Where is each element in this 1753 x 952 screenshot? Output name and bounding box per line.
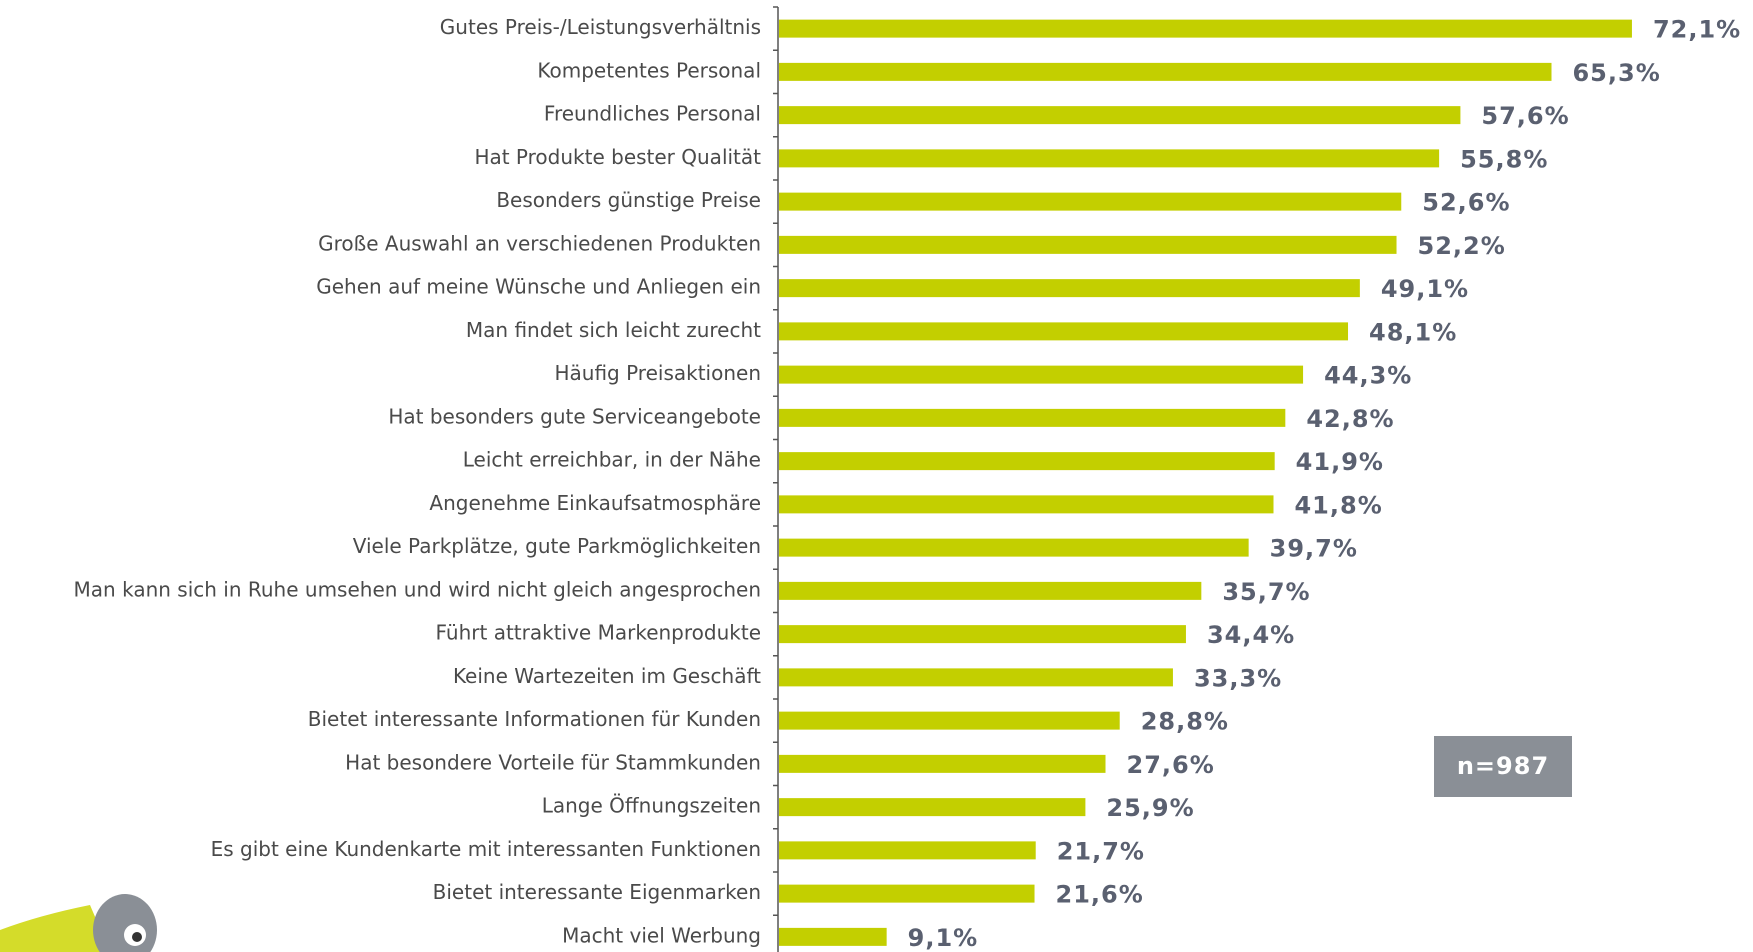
value-label: 72,1%	[1653, 16, 1741, 44]
category-label: Kompetentes Personal	[537, 58, 761, 82]
category-label: Macht viel Werbung	[562, 923, 761, 947]
value-label: 21,7%	[1057, 837, 1145, 865]
category-label: Hat besondere Vorteile für Stammkunden	[345, 750, 761, 774]
bar	[779, 452, 1275, 470]
bar	[779, 366, 1303, 384]
chart: n=987 Gutes Preis-/Leistungsverhältnis 72…	[0, 0, 1753, 952]
bar	[779, 668, 1173, 686]
bar	[779, 928, 887, 946]
value-label: 39,7%	[1270, 535, 1358, 563]
value-label: 57,6%	[1481, 102, 1569, 130]
value-label: 42,8%	[1306, 405, 1394, 433]
bar	[779, 149, 1439, 167]
bar	[779, 409, 1285, 427]
category-label: Große Auswahl an verschiedenen Produkten	[318, 231, 761, 255]
bar	[779, 798, 1085, 816]
category-label: Freundliches Personal	[544, 102, 761, 126]
value-label: 44,3%	[1324, 362, 1412, 390]
bar	[779, 625, 1186, 643]
bar	[779, 20, 1632, 38]
bar	[779, 755, 1106, 773]
bar	[779, 279, 1360, 297]
value-label: 41,8%	[1294, 491, 1382, 519]
bar	[779, 841, 1036, 859]
category-label: Bietet interessante Informationen für Ku…	[308, 707, 761, 731]
category-label: Hat Produkte bester Qualität	[474, 145, 761, 169]
category-label: Häufig Preisaktionen	[554, 361, 761, 385]
value-label: 65,3%	[1572, 59, 1660, 87]
category-label: Besonders günstige Preise	[496, 188, 761, 212]
category-label: Lange Öffnungszeiten	[542, 794, 761, 818]
category-label: Gehen auf meine Wünsche und Anliegen ein	[316, 275, 761, 299]
bar	[779, 106, 1460, 124]
value-label: 28,8%	[1141, 708, 1229, 736]
value-label: 25,9%	[1106, 794, 1194, 822]
annotation: n=987	[1457, 752, 1549, 780]
category-label: Leicht erreichbar, in der Nähe	[463, 448, 761, 472]
category-label: Man kann sich in Ruhe umsehen und wird n…	[74, 577, 761, 601]
value-label: 33,3%	[1194, 664, 1282, 692]
bar	[779, 539, 1249, 557]
bar	[779, 193, 1401, 211]
category-label: Viele Parkplätze, gute Parkmöglichkeiten	[353, 534, 761, 558]
value-label: 34,4%	[1207, 621, 1295, 649]
value-label: 9,1%	[908, 924, 979, 952]
bar	[779, 322, 1348, 340]
logo	[0, 894, 157, 952]
category-label: Keine Wartezeiten im Geschäft	[453, 664, 761, 688]
category-label: Bietet interessante Eigenmarken	[433, 880, 761, 904]
value-label: 27,6%	[1127, 751, 1215, 779]
value-label: 52,2%	[1418, 232, 1506, 260]
value-label: 21,6%	[1056, 881, 1144, 909]
category-label: Man findet sich leicht zurecht	[466, 318, 761, 342]
value-label: 55,8%	[1460, 145, 1548, 173]
value-label: 52,6%	[1422, 189, 1510, 217]
bar	[779, 582, 1201, 600]
bar	[779, 495, 1273, 513]
category-label: Gutes Preis-/Leistungsverhältnis	[440, 15, 761, 39]
value-label: 48,1%	[1369, 318, 1457, 346]
bar	[779, 712, 1120, 730]
value-label: 35,7%	[1222, 578, 1310, 606]
category-label: Hat besonders gute Serviceangebote	[388, 404, 761, 428]
value-label: 49,1%	[1381, 275, 1469, 303]
bar	[779, 885, 1035, 903]
category-label: Angenehme Einkaufsatmosphäre	[429, 491, 761, 515]
bar	[779, 63, 1551, 81]
category-label: Es gibt eine Kundenkarte mit interessant…	[211, 837, 761, 861]
bar	[779, 236, 1397, 254]
category-label: Führt attraktive Markenprodukte	[436, 621, 761, 645]
value-label: 41,9%	[1296, 448, 1384, 476]
